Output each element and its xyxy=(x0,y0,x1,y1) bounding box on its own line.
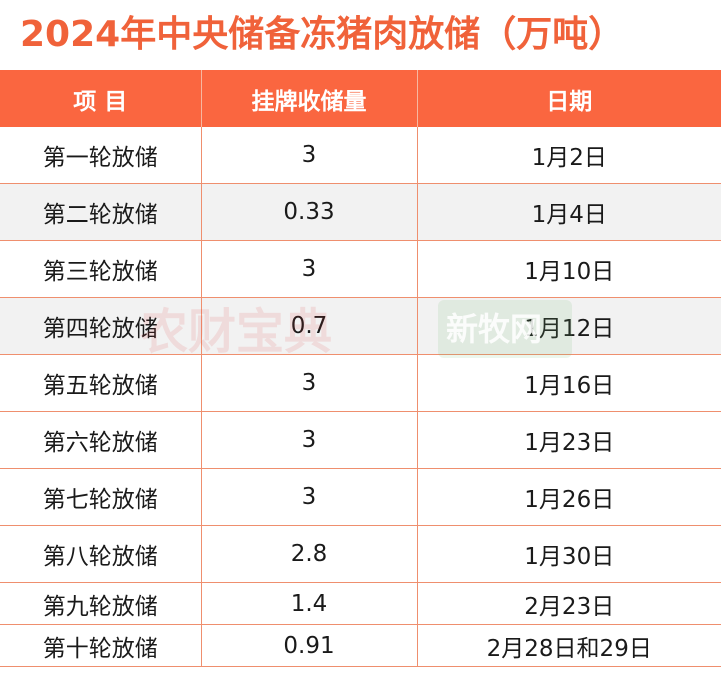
cell-date: 1月2日 xyxy=(417,127,721,184)
cell-volume: 0.7 xyxy=(201,297,418,355)
cell-round: 第三轮放储 xyxy=(0,240,202,298)
cell-date: 1月12日 xyxy=(417,297,721,355)
cell-volume: 3 xyxy=(201,468,418,526)
cell-round: 第一轮放储 xyxy=(0,127,202,184)
cell-date: 1月16日 xyxy=(417,354,721,412)
cell-round: 第七轮放储 xyxy=(0,468,202,526)
table-row: 第一轮放储 3 1月2日 xyxy=(0,127,721,184)
cell-round: 第六轮放储 xyxy=(0,411,202,469)
header-date: 日期 xyxy=(417,70,721,127)
storage-release-table: 项 目 挂牌收储量 日期 第一轮放储 3 1月2日 第二轮放储 0.33 1月4… xyxy=(0,70,721,667)
cell-volume: 3 xyxy=(201,240,418,298)
cell-date: 1月10日 xyxy=(417,240,721,298)
cell-date: 2月28日和29日 xyxy=(417,624,721,667)
cell-date: 1月30日 xyxy=(417,525,721,583)
cell-date: 1月4日 xyxy=(417,183,721,241)
cell-volume: 0.33 xyxy=(201,183,418,241)
table-row: 第七轮放储 3 1月26日 xyxy=(0,468,721,526)
cell-date: 1月23日 xyxy=(417,411,721,469)
cell-round: 第九轮放储 xyxy=(0,582,202,625)
table-row: 第六轮放储 3 1月23日 xyxy=(0,411,721,469)
header-volume: 挂牌收储量 xyxy=(201,70,418,127)
cell-volume: 3 xyxy=(201,411,418,469)
table-row: 第五轮放储 3 1月16日 xyxy=(0,354,721,412)
cell-volume: 3 xyxy=(201,354,418,412)
cell-round: 第八轮放储 xyxy=(0,525,202,583)
cell-round: 第五轮放储 xyxy=(0,354,202,412)
cell-date: 2月23日 xyxy=(417,582,721,625)
table-row: 第二轮放储 0.33 1月4日 xyxy=(0,183,721,241)
cell-volume: 3 xyxy=(201,127,418,184)
cell-round: 第四轮放储 xyxy=(0,297,202,355)
table-row: 第十轮放储 0.91 2月28日和29日 xyxy=(0,624,721,667)
cell-volume: 0.91 xyxy=(201,624,418,667)
table-row: 第三轮放储 3 1月10日 xyxy=(0,240,721,298)
cell-volume: 1.4 xyxy=(201,582,418,625)
cell-volume: 2.8 xyxy=(201,525,418,583)
header-item: 项 目 xyxy=(0,70,202,127)
cell-round: 第二轮放储 xyxy=(0,183,202,241)
table-row: 第九轮放储 1.4 2月23日 xyxy=(0,582,721,625)
cell-date: 1月26日 xyxy=(417,468,721,526)
page-title: 2024年中央储备冻猪肉放储（万吨） xyxy=(20,14,625,55)
cell-round: 第十轮放储 xyxy=(0,624,202,667)
table-row: 第四轮放储 0.7 1月12日 xyxy=(0,297,721,355)
table-header-row: 项 目 挂牌收储量 日期 xyxy=(0,70,721,127)
table-row: 第八轮放储 2.8 1月30日 xyxy=(0,525,721,583)
